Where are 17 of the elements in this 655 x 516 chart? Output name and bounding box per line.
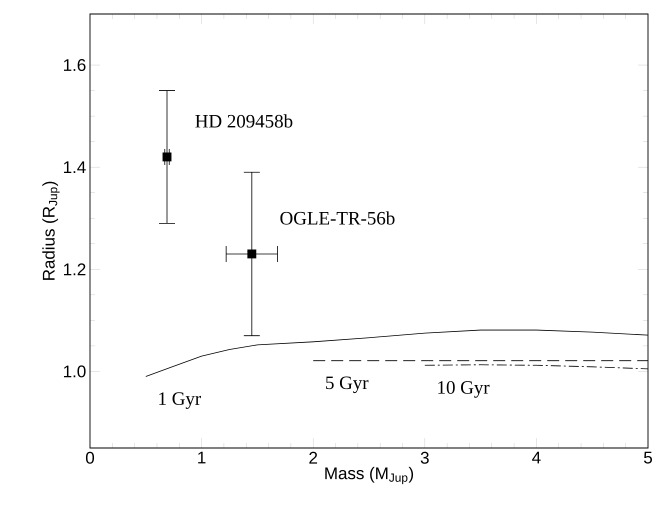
x-tick-label: 2 bbox=[309, 452, 318, 464]
series-label: OGLE-TR-56b bbox=[280, 211, 395, 225]
y-tick-label: 1.0 bbox=[64, 365, 86, 378]
x-tick-label: 3 bbox=[420, 452, 429, 464]
y-tick-label: 1.4 bbox=[64, 161, 86, 173]
y-axis-title: Radius (R$_{Jup}$) bbox=[42, 182, 60, 280]
y-tick-label: 1.6 bbox=[64, 59, 86, 72]
series-label: 5 Gyr bbox=[326, 376, 368, 394]
y-tick-label: 1.2 bbox=[64, 263, 86, 276]
x-tick-label: 5 bbox=[644, 452, 652, 464]
series-label: HD 209458b bbox=[195, 114, 292, 128]
series-label: 1 Gyr bbox=[159, 392, 202, 409]
x-tick-label: 4 bbox=[532, 452, 541, 464]
x-axis-title: Mass (M$_{Jup}$) bbox=[325, 466, 414, 484]
series-label: 10 Gyr bbox=[438, 381, 490, 398]
x-tick-label: 0 bbox=[86, 452, 94, 464]
x-tick-label: 1 bbox=[198, 452, 206, 464]
